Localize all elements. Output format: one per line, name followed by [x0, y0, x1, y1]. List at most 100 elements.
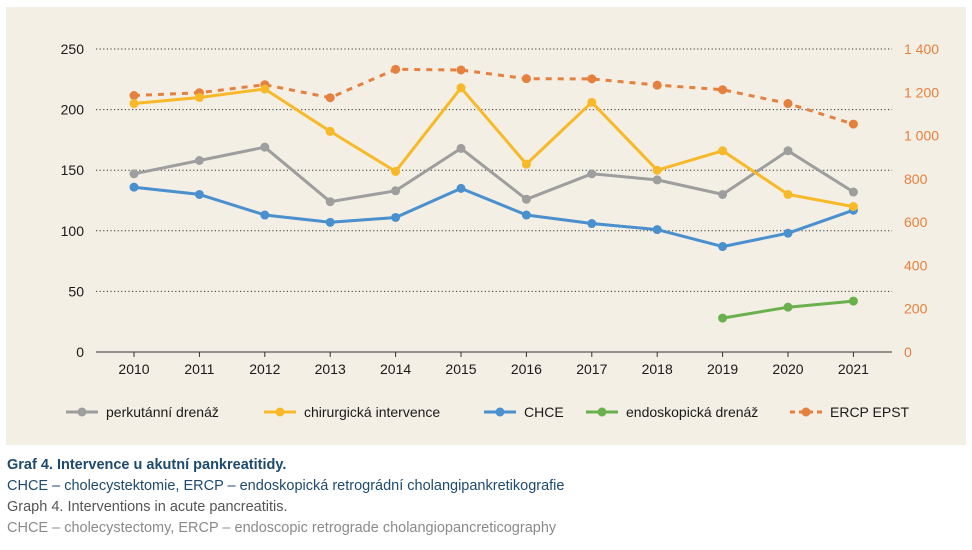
data-point — [783, 99, 793, 109]
left-tick-label: 0 — [76, 344, 84, 360]
legend-swatch-marker — [597, 407, 607, 417]
x-axis: 2010 2011 2012 2013 2014 2015 2016 2017 2018 2019… — [118, 352, 869, 377]
data-point — [260, 142, 270, 152]
data-point — [587, 169, 597, 179]
x-tick-label: 2011 — [184, 361, 214, 377]
right-tick-label: 400 — [904, 257, 928, 273]
x-tick-label: 2013 — [315, 361, 346, 377]
legend-label: endoskopická drenáž — [626, 404, 758, 420]
data-point — [587, 97, 597, 107]
legend: perkutánní drenáž chirurgická intervence C… — [66, 404, 910, 420]
series-0 — [129, 142, 858, 207]
data-point — [521, 159, 531, 169]
series-3 — [718, 296, 858, 323]
line-chart: 0 50 100 150 200 250 0 200 400 600 800 1 000 1 200 1… — [61, 41, 940, 420]
legend-label: perkutánní drenáž — [106, 404, 219, 420]
data-point — [456, 143, 466, 153]
x-tick-label: 2020 — [772, 361, 803, 377]
series-lines — [129, 64, 858, 323]
right-tick-label: 800 — [904, 171, 928, 187]
data-point — [718, 146, 728, 156]
data-point — [848, 187, 858, 197]
data-point — [456, 183, 466, 193]
data-point — [848, 119, 858, 129]
data-point — [848, 296, 858, 306]
data-point — [521, 210, 531, 220]
left-tick-label: 250 — [61, 41, 85, 57]
legend-item: endoskopická drenáž — [586, 404, 758, 420]
data-point — [718, 242, 728, 252]
x-tick-label: 2015 — [445, 361, 476, 377]
legend-item: chirurgická intervence — [264, 404, 440, 420]
data-point — [652, 175, 662, 185]
data-point — [587, 74, 597, 84]
right-tick-label: 1 400 — [904, 41, 939, 57]
series-line — [132, 86, 855, 209]
data-point — [194, 92, 204, 102]
caption-note-en: CHCE – cholecystectomy, ERCP – endoscopi… — [7, 520, 557, 536]
right-tick-label: 1 000 — [904, 128, 939, 144]
x-tick-label: 2021 — [838, 361, 869, 377]
data-point — [194, 189, 204, 199]
data-point — [325, 126, 335, 136]
caption-title-cz: Graf 4. Intervence u akutní pankreatitid… — [7, 457, 287, 473]
data-point — [325, 217, 335, 227]
left-tick-label: 50 — [68, 283, 84, 299]
data-point — [718, 189, 728, 199]
data-point — [194, 156, 204, 166]
data-point — [718, 85, 728, 95]
data-point — [521, 74, 531, 84]
data-point — [783, 189, 793, 199]
data-point — [848, 202, 858, 212]
x-tick-label: 2017 — [576, 361, 607, 377]
right-tick-label: 200 — [904, 301, 928, 317]
data-point — [391, 186, 401, 196]
x-tick-label: 2014 — [380, 361, 411, 377]
caption-title-en: Graph 4. Interventions in acute pancreat… — [7, 499, 288, 515]
left-y-axis: 0 50 100 150 200 250 — [61, 41, 85, 360]
data-point — [129, 99, 139, 109]
chart-panel: 0 50 100 150 200 250 0 200 400 600 800 1 000 1 200 1… — [6, 7, 966, 445]
right-tick-label: 0 — [904, 344, 912, 360]
data-point — [260, 84, 270, 94]
x-tick-label: 2018 — [642, 361, 673, 377]
caption-note-cz: CHCE – cholecystektomie, ERCP – endoskop… — [7, 478, 565, 494]
legend-swatch-marker — [275, 407, 285, 417]
figure-caption: Graf 4. Intervence u akutní pankreatitid… — [7, 455, 967, 539]
data-point — [783, 228, 793, 238]
series-line — [132, 185, 855, 249]
legend-item: perkutánní drenáž — [66, 404, 219, 420]
data-point — [718, 313, 728, 323]
data-point — [325, 197, 335, 207]
data-point — [521, 194, 531, 204]
series-1 — [129, 83, 858, 212]
legend-item: CHCE — [484, 404, 564, 420]
series-4 — [129, 64, 858, 129]
x-tick-label: 2016 — [511, 361, 542, 377]
series-line — [132, 145, 855, 204]
data-point — [129, 91, 139, 101]
data-point — [325, 93, 335, 103]
data-point — [652, 225, 662, 235]
legend-swatch-marker — [801, 407, 811, 417]
x-tick-label: 2019 — [707, 361, 738, 377]
left-tick-label: 200 — [61, 102, 85, 118]
data-point — [129, 182, 139, 192]
data-point — [391, 64, 401, 74]
data-point — [391, 212, 401, 222]
left-tick-label: 100 — [61, 223, 85, 239]
data-point — [587, 219, 597, 229]
data-point — [652, 80, 662, 90]
right-y-axis: 0 200 400 600 800 1 000 1 200 1 400 — [904, 41, 939, 360]
data-point — [456, 65, 466, 75]
x-tick-label: 2010 — [118, 361, 149, 377]
data-point — [783, 302, 793, 312]
legend-item: ERCP EPST — [790, 404, 910, 420]
data-point — [783, 146, 793, 156]
legend-label: ERCP EPST — [830, 404, 910, 420]
right-tick-label: 1 200 — [904, 84, 939, 100]
data-point — [456, 83, 466, 93]
left-tick-label: 150 — [61, 162, 85, 178]
right-tick-label: 600 — [904, 214, 928, 230]
legend-label: chirurgická intervence — [304, 404, 440, 420]
